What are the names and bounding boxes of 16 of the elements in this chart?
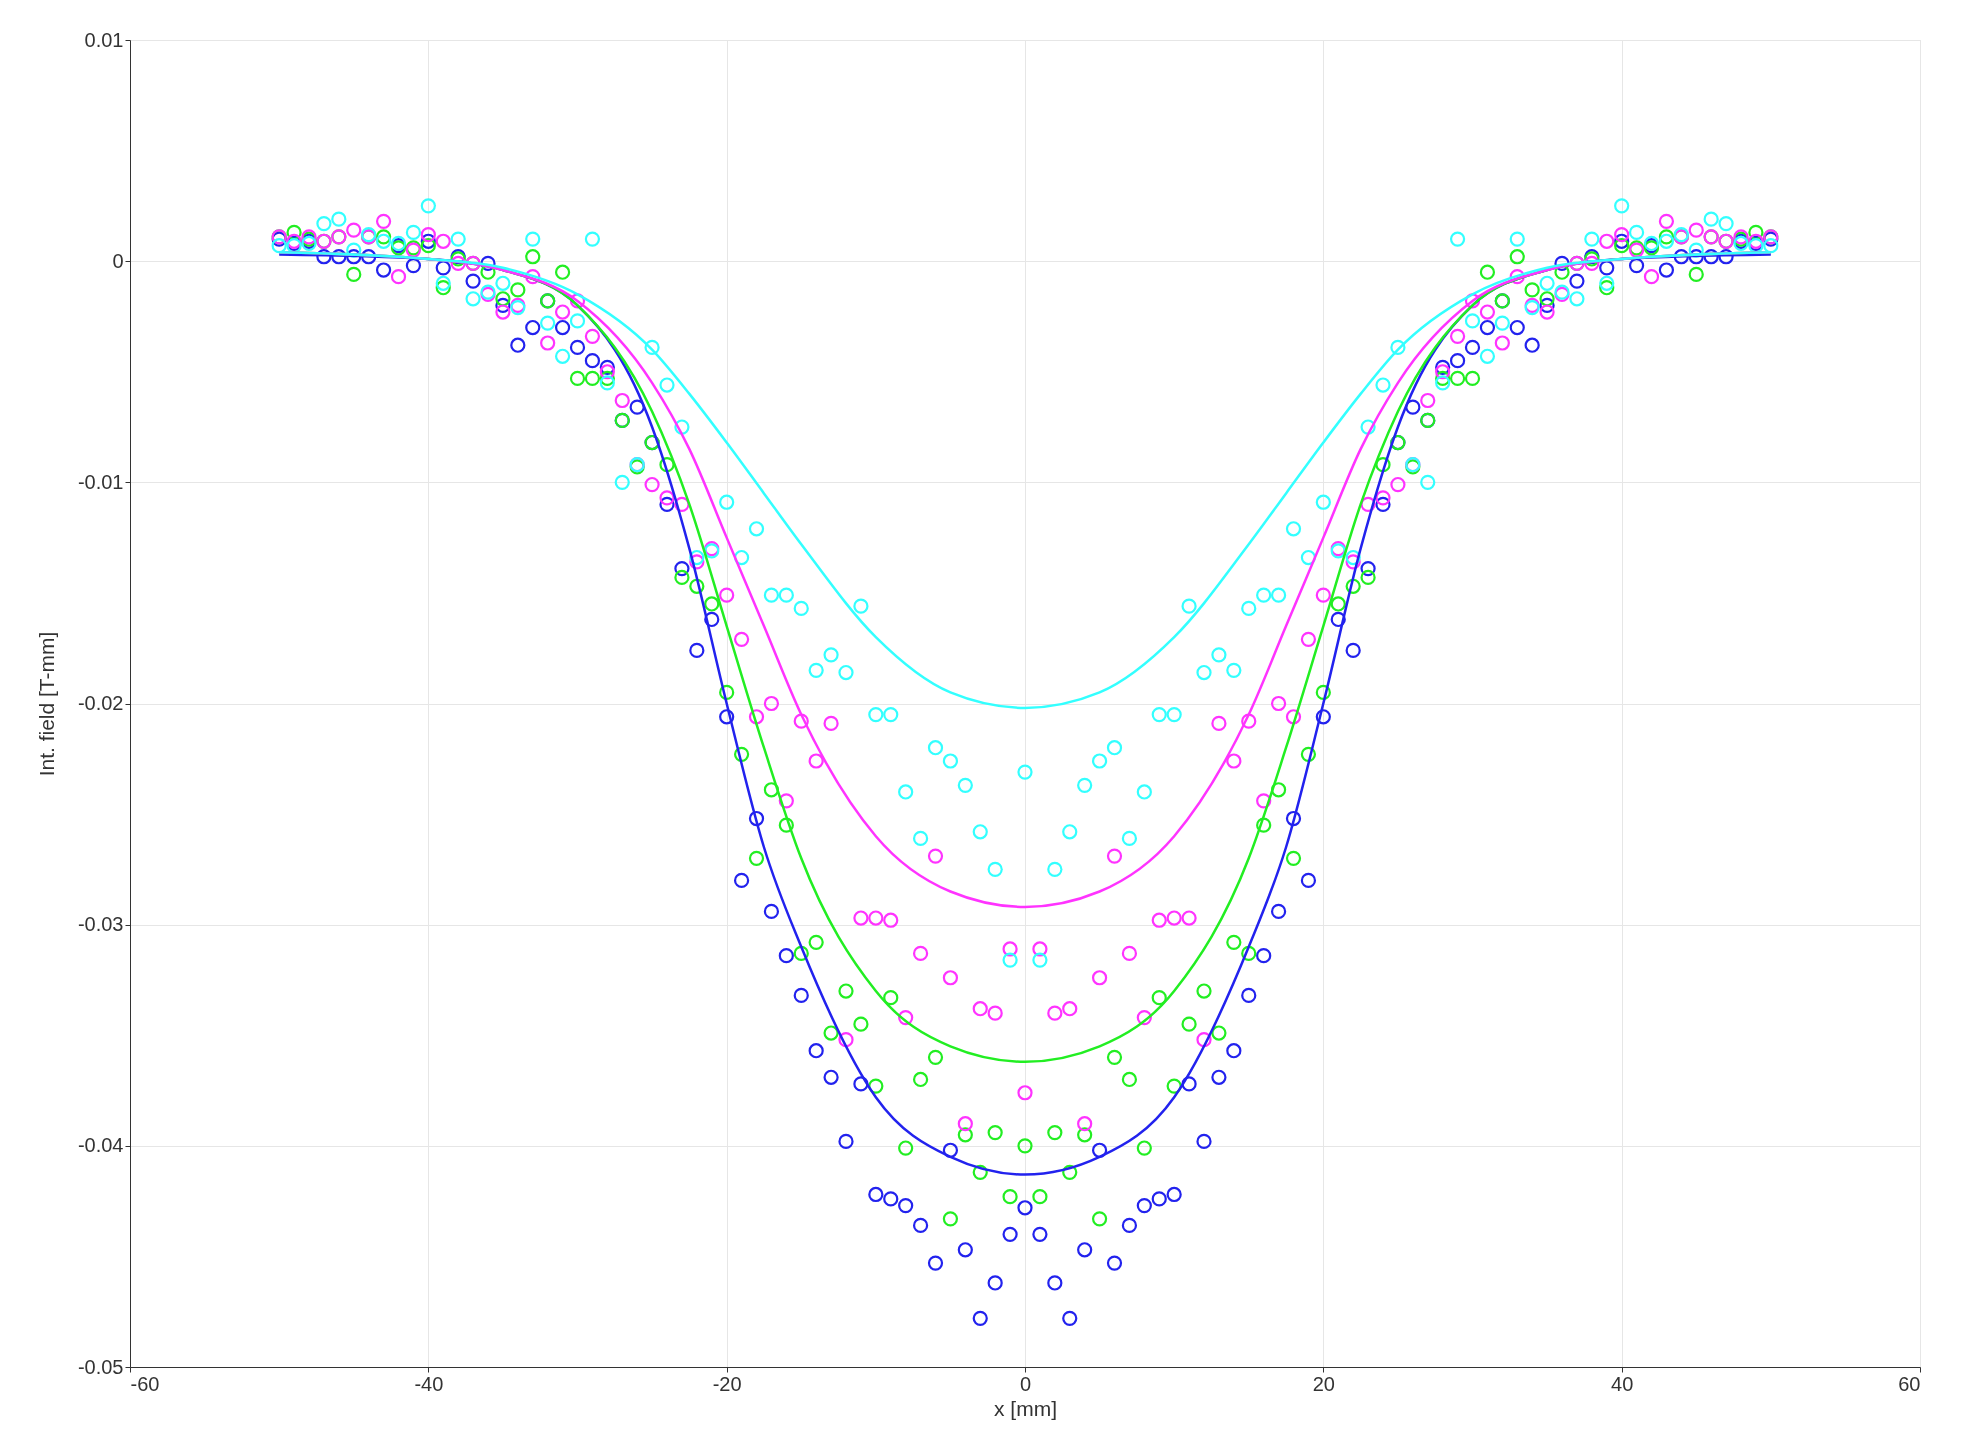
y-tick-label: -0.01 (77, 470, 124, 493)
y-tick-label: 0 (112, 249, 124, 272)
y-tick-label: -0.04 (77, 1134, 124, 1157)
x-tick-label: -20 (712, 1372, 742, 1395)
x-tick-label: -60 (130, 1372, 160, 1395)
y-tick-label: 0.01 (84, 28, 124, 51)
x-tick-label: 0 (1019, 1372, 1032, 1395)
x-tick-label: -40 (414, 1372, 444, 1395)
x-axis-title: x [mm] (994, 1396, 1057, 1420)
x-tick-label: 40 (1611, 1372, 1634, 1395)
x-tick-label: 60 (1898, 1372, 1921, 1395)
x-tick-label: 20 (1312, 1372, 1335, 1395)
y-axis-title: Int. field [T-mm] (34, 631, 58, 777)
y-tick-label: -0.05 (77, 1355, 124, 1378)
y-tick-label: -0.03 (77, 913, 124, 936)
y-tick-label: -0.02 (77, 692, 124, 714)
